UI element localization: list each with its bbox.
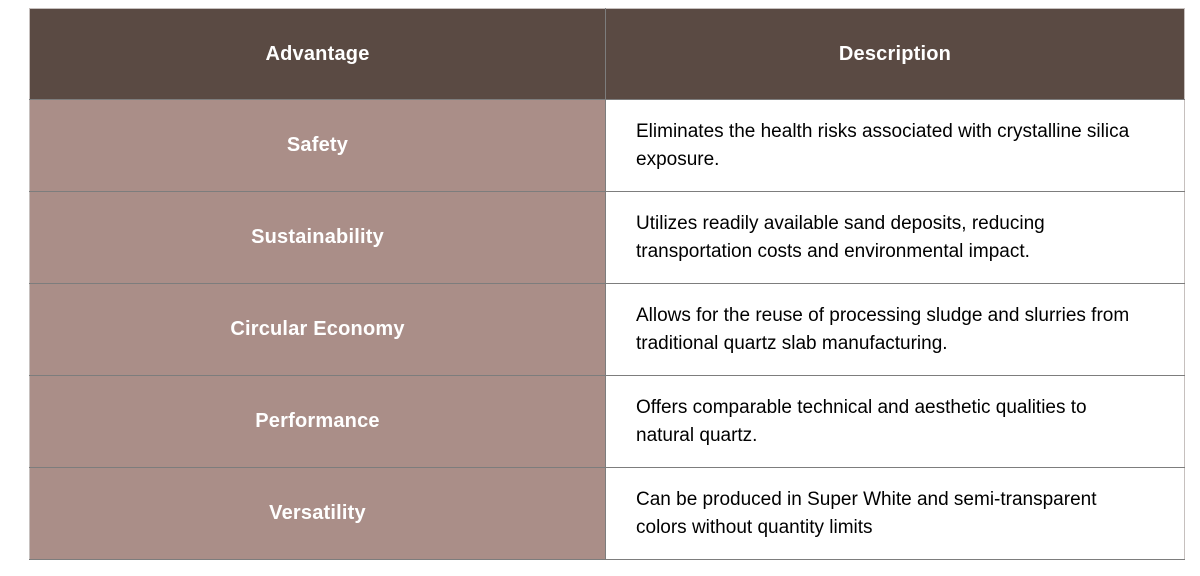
table-row: Performance Offers comparable technical … — [29, 375, 1185, 468]
table-row: Versatility Can be produced in Super Whi… — [29, 467, 1185, 560]
description-column-header: Description — [605, 8, 1185, 100]
advantages-table: Advantage Description Safety Eliminates … — [29, 8, 1185, 560]
description-cell-versatility: Can be produced in Super White and semi-… — [605, 467, 1185, 560]
advantage-cell-performance: Performance — [29, 375, 606, 468]
table-row: Circular Economy Allows for the reuse of… — [29, 283, 1185, 376]
advantage-column-header: Advantage — [29, 8, 606, 100]
description-cell-performance: Offers comparable technical and aestheti… — [605, 375, 1185, 468]
advantage-cell-sustainability: Sustainability — [29, 191, 606, 284]
table-header-row: Advantage Description — [29, 8, 1185, 100]
advantage-cell-safety: Safety — [29, 99, 606, 192]
table-row: Sustainability Utilizes readily availabl… — [29, 191, 1185, 284]
description-cell-circular-economy: Allows for the reuse of processing sludg… — [605, 283, 1185, 376]
table-row: Safety Eliminates the health risks assoc… — [29, 99, 1185, 192]
advantage-cell-circular-economy: Circular Economy — [29, 283, 606, 376]
description-cell-sustainability: Utilizes readily available sand deposits… — [605, 191, 1185, 284]
description-cell-safety: Eliminates the health risks associated w… — [605, 99, 1185, 192]
advantage-cell-versatility: Versatility — [29, 467, 606, 560]
